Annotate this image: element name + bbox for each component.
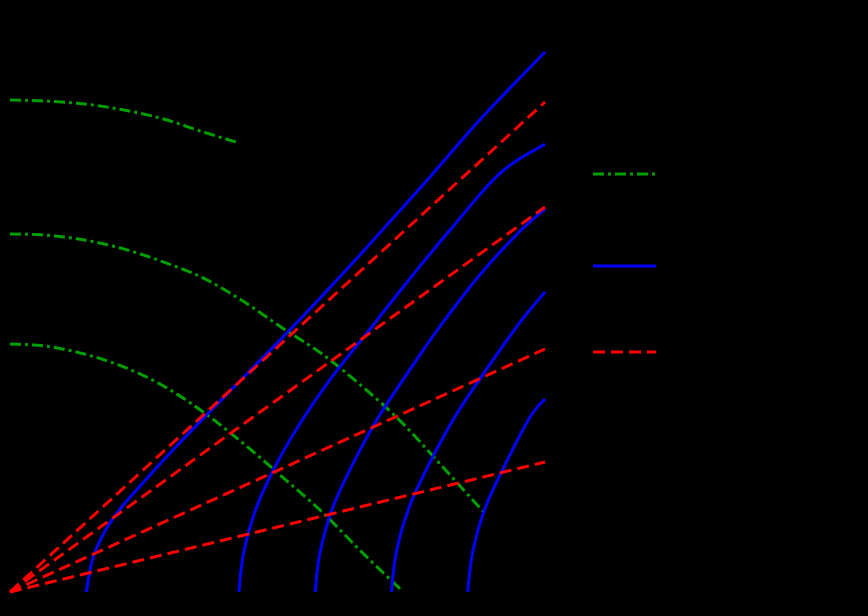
dashed-series-line-1 — [8, 100, 547, 594]
dashed-series-line-3 — [9, 347, 546, 594]
dashed-series-line-2 — [9, 205, 546, 594]
dashdot-series-line-3 — [9, 98, 237, 144]
solid-series-line-5 — [466, 398, 547, 593]
dashdot-series-line-2 — [9, 232, 485, 514]
series-layer — [8, 50, 547, 594]
legend — [593, 172, 656, 354]
solid-series-line-2 — [237, 142, 546, 593]
dashed-series-line-4 — [9, 460, 546, 594]
solid-series-line-4 — [389, 291, 547, 593]
dashdot-series-line-1 — [9, 342, 403, 592]
solid-series-line-3 — [313, 207, 547, 593]
